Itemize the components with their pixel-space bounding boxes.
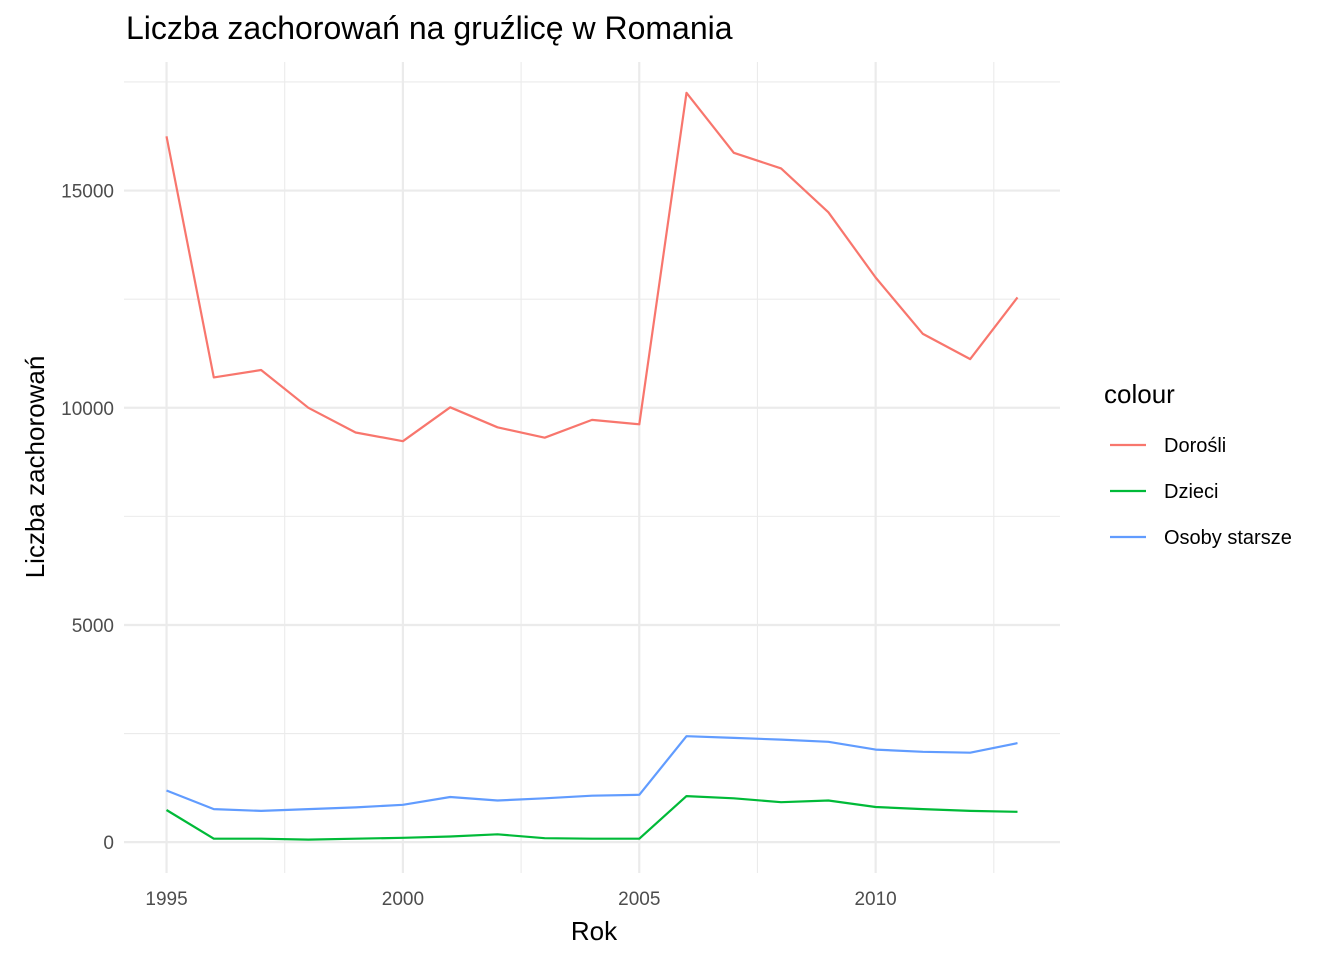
grid-minor: [124, 62, 1060, 873]
series-line-0: [165, 91, 1019, 443]
series-lines: [165, 91, 1019, 841]
series-line-1: [165, 794, 1018, 841]
x-axis-ticks: 1995 2000 2005 2010: [145, 889, 896, 910]
x-tick-label: 2010: [854, 889, 896, 910]
series-line-2: [166, 735, 1018, 813]
legend-label-0: Dorośli: [1164, 435, 1226, 457]
plot-area: [124, 62, 1060, 873]
y-tick-label: 0: [103, 833, 114, 854]
y-tick-label: 10000: [61, 399, 114, 420]
legend-title: colour: [1104, 379, 1175, 409]
x-axis-title: Rok: [571, 916, 618, 946]
x-tick-label: 2000: [382, 889, 424, 910]
legend-label-1: Dzieci: [1164, 481, 1218, 503]
legend: colour Dorośli Dzieci Osoby starsze: [1104, 379, 1292, 549]
grid-major: [124, 62, 1060, 873]
legend-label-2: Osoby starsze: [1164, 527, 1292, 549]
chart-title: Liczba zachorowań na gruźlicę w Romania: [126, 10, 733, 46]
legend-items: Dorośli Dzieci Osoby starsze: [1110, 435, 1292, 549]
y-tick-label: 5000: [72, 616, 114, 637]
y-tick-label: 15000: [61, 182, 114, 203]
x-tick-label: 2005: [618, 889, 660, 910]
y-axis-title: Liczba zachorowań: [20, 356, 50, 579]
x-tick-label: 1995: [145, 889, 187, 910]
y-axis-ticks: 0 5000 10000 15000: [61, 182, 114, 855]
